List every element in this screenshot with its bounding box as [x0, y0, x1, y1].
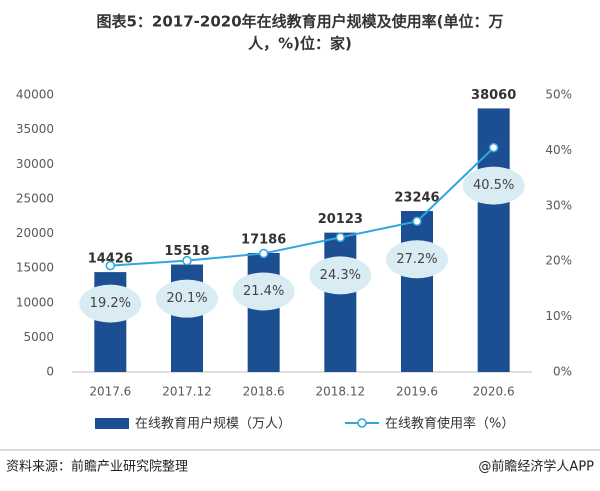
- bar: [247, 252, 280, 372]
- y-tick-label: 10000: [16, 295, 54, 309]
- legend-label: 在线教育使用率（%）: [385, 416, 514, 432]
- source: 资料来源：前瞻产业研究院整理: [6, 459, 188, 475]
- label-bubble: [156, 279, 218, 318]
- bar-value-label: 23246: [394, 191, 439, 206]
- y-tick-label: 35000: [16, 122, 54, 136]
- legend-swatch: [357, 418, 367, 428]
- line-value-label: 40.5%: [473, 178, 514, 193]
- y-tick-label: 15000: [16, 261, 54, 275]
- line-value-label: 19.2%: [90, 296, 131, 311]
- chart-title: 图表5：2017-2020年在线教育用户规模及使用率(单位：万: [96, 13, 503, 31]
- x-tick-label: 2017.6: [89, 385, 131, 399]
- bar-value-label: 38060: [471, 88, 516, 103]
- x-tick-label: 2018.6: [243, 385, 285, 399]
- y-tick-label: 40000: [16, 88, 54, 102]
- line-value-label: 21.4%: [243, 284, 284, 299]
- y-tick-label: 25000: [16, 191, 54, 205]
- line-value-label: 27.2%: [396, 252, 437, 267]
- x-tick-label: 2017.12: [162, 385, 212, 399]
- line-point: [258, 248, 269, 259]
- y2-tick-label: 10%: [545, 309, 572, 323]
- y-tick-label: 0: [46, 365, 54, 379]
- y2-tick-label: 20%: [545, 254, 572, 268]
- line-point: [105, 260, 116, 271]
- line-point: [412, 216, 422, 227]
- y-tick-label: 30000: [16, 157, 54, 171]
- x-tick-label: 2020.6: [473, 385, 515, 399]
- legend-swatch: [95, 418, 129, 429]
- line-value-label: 20.1%: [166, 291, 207, 306]
- bar-value-label: 15518: [164, 244, 209, 259]
- bar: [324, 232, 357, 372]
- x-tick-label: 2019.6: [396, 385, 438, 399]
- label-bubble: [462, 166, 525, 205]
- y2-tick-label: 30%: [545, 198, 572, 212]
- bar: [401, 211, 433, 372]
- x-tick-label: 2018.12: [316, 385, 366, 399]
- legend-label: 在线教育用户规模（万人）: [135, 416, 291, 432]
- label-bubble: [309, 256, 372, 295]
- bar-value-label: 14426: [88, 252, 133, 267]
- bar-value-label: 20123: [318, 212, 363, 227]
- line-value-label: 24.3%: [320, 268, 361, 283]
- line-point: [335, 232, 346, 243]
- label-bubble: [232, 272, 295, 311]
- line-point: [182, 255, 192, 266]
- label-bubble: [386, 240, 448, 279]
- y2-tick-label: 0%: [553, 365, 572, 379]
- y-tick-label: 20000: [16, 226, 54, 240]
- credit: @前瞻经济学人APP: [478, 459, 594, 475]
- bar-value-label: 17186: [241, 232, 286, 247]
- y2-tick-label: 50%: [545, 88, 572, 102]
- chart-title: 人，%)位：家): [248, 35, 352, 53]
- y-tick-label: 5000: [23, 330, 54, 344]
- line: [110, 146, 495, 267]
- y2-tick-label: 40%: [545, 143, 572, 157]
- line-point: [488, 142, 499, 153]
- label-bubble: [79, 284, 142, 323]
